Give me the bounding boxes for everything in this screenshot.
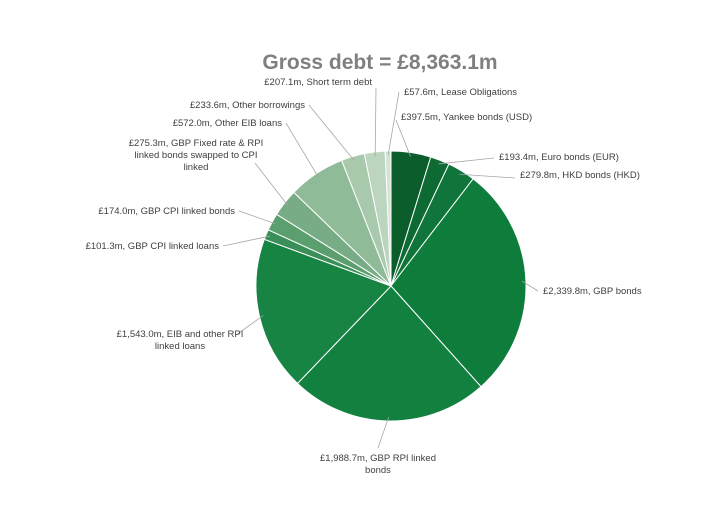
- slice-label-line: £101.3m, GBP CPI linked loans: [86, 241, 220, 252]
- leader-line-hkd-bonds-hkd: [459, 173, 516, 179]
- slice-label-lease-obligations: £57.6m, Lease Obligations: [404, 87, 517, 98]
- slice-label-line: linked loans: [155, 341, 205, 352]
- slice-label-eib-and-other-rpi-linked-loans: £1,543.0m, EIB and other RPI linked loans: [117, 329, 244, 352]
- slice-label-line: £1,988.7m, GBP RPI linked: [320, 453, 436, 464]
- leader-line-short-term-debt: [374, 87, 377, 156]
- slice-label-other-borrowings: £233.6m, Other borrowings: [190, 100, 305, 111]
- slice-label-yankee-bonds-usd: £397.5m, Yankee bonds (USD): [401, 112, 532, 123]
- leader-line-other-eib-loans: [285, 122, 319, 178]
- leader-line-gbp-rpi-linked-bonds: [377, 416, 390, 449]
- slice-label-gbp-rpi-linked-bonds: £1,988.7m, GBP RPI linked bonds: [320, 453, 436, 476]
- pie-slice-eib-and-other-rpi-linked-loans: [255, 238, 392, 385]
- leader-line-euro-bonds-eur: [438, 157, 495, 165]
- chart-title: Gross debt = £8,363.1m: [262, 51, 497, 74]
- slice-label-gbp-bonds: £2,339.8m, GBP bonds: [543, 286, 642, 297]
- slice-label-line: linked: [184, 162, 209, 173]
- slice-label-line: linked bonds swapped to CPI: [134, 150, 257, 161]
- leader-line-gbp-bonds: [521, 280, 539, 292]
- leader-line-gbp-cpi-linked-loans: [222, 235, 270, 247]
- slice-label-line: £233.6m, Other borrowings: [190, 100, 305, 111]
- slice-label-line: £279.8m, HKD bonds (HKD): [520, 170, 640, 181]
- leader-line-gbp-cpi-linked-bonds: [238, 210, 276, 225]
- pie-slice-gbp-bonds: [390, 178, 527, 388]
- slice-label-gbp-fixed-rate-rpi-linked-bonds-swapped-to-cpi-linked: £275.3m, GBP Fixed rate & RPI linked bond…: [129, 138, 263, 173]
- slice-label-euro-bonds-eur: £193.4m, Euro bonds (EUR): [499, 152, 619, 163]
- slice-label-gbp-cpi-linked-bonds: £174.0m, GBP CPI linked bonds: [98, 206, 235, 217]
- slice-label-gbp-cpi-linked-loans: £101.3m, GBP CPI linked loans: [86, 241, 220, 252]
- slice-label-line: £193.4m, Euro bonds (EUR): [499, 152, 619, 163]
- leader-line-yankee-bonds-usd: [395, 119, 411, 157]
- slice-label-line: £174.0m, GBP CPI linked bonds: [98, 206, 235, 217]
- leader-lines-group: [222, 87, 539, 449]
- slice-label-line: bonds: [365, 465, 391, 476]
- slices-group: [255, 150, 527, 422]
- slice-label-line: £2,339.8m, GBP bonds: [543, 286, 642, 297]
- leader-line-eib-and-other-rpi-linked-loans: [235, 315, 264, 336]
- slice-label-line: £275.3m, GBP Fixed rate & RPI: [129, 138, 263, 149]
- leader-line-other-borrowings: [308, 104, 355, 161]
- slice-label-hkd-bonds-hkd: £279.8m, HKD bonds (HKD): [520, 170, 640, 181]
- labels-group: £397.5m, Yankee bonds (USD) £193.4m, Euro…: [86, 77, 642, 476]
- pie-slice-gbp-rpi-linked-bonds: [296, 285, 482, 422]
- slice-label-line: £572.0m, Other EIB loans: [173, 118, 283, 129]
- slice-label-short-term-debt: £207.1m, Short term debt: [264, 77, 372, 88]
- pie-slice-lease-obligations: [384, 150, 392, 287]
- leader-line-gbp-fixed-rate-rpi-linked-bonds-swapped-to-cpi-linked: [254, 162, 289, 206]
- slice-label-line: £397.5m, Yankee bonds (USD): [401, 112, 532, 123]
- slice-label-line: £207.1m, Short term debt: [264, 77, 372, 88]
- slice-label-line: £57.6m, Lease Obligations: [404, 87, 517, 98]
- leader-line-lease-obligations: [387, 91, 400, 156]
- slice-label-line: £1,543.0m, EIB and other RPI: [117, 329, 244, 340]
- slice-label-other-eib-loans: £572.0m, Other EIB loans: [173, 118, 283, 129]
